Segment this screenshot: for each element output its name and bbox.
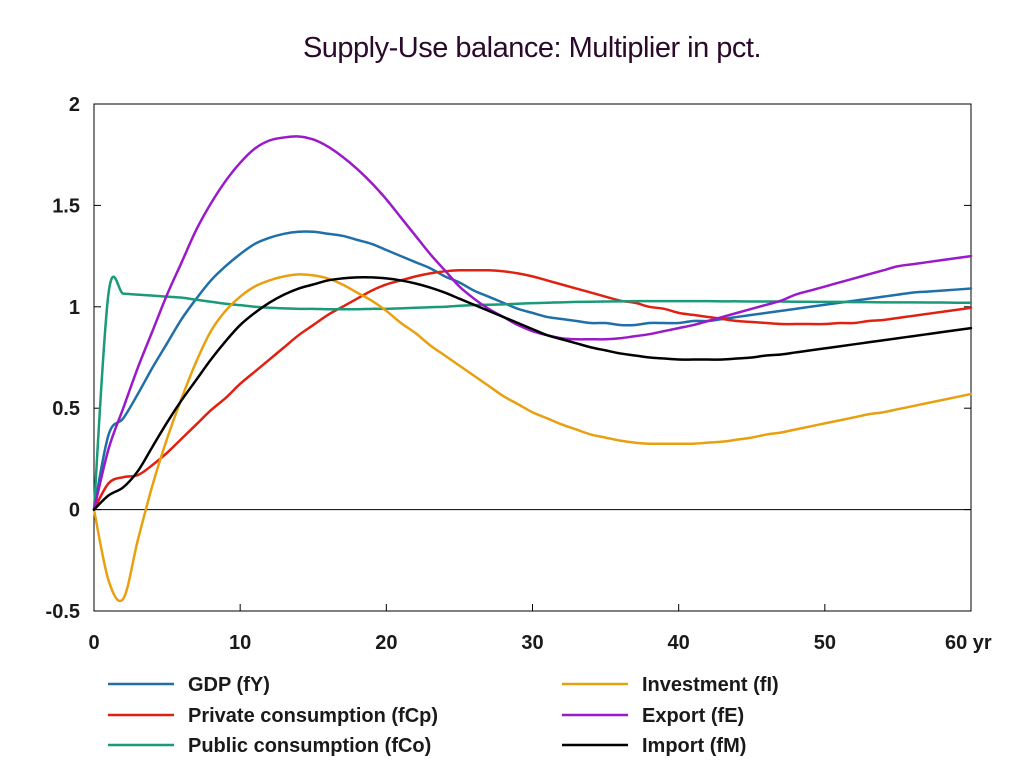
x-tick-label: 20 xyxy=(375,632,397,654)
legend-label: GDP (fY) xyxy=(188,674,270,696)
chart-title: Supply-Use balance: Multiplier in pct. xyxy=(302,32,762,64)
series-line-1 xyxy=(92,268,973,511)
y-tick-label: 2 xyxy=(69,94,80,116)
y-tick-label: -0.5 xyxy=(46,601,80,623)
series-line-3 xyxy=(92,273,973,603)
x-tick-label: 40 xyxy=(668,632,690,654)
legend: GDP (fY) Investment (fI) Private consumpti… xyxy=(108,674,779,757)
legend-label: Import (fM) xyxy=(642,735,746,757)
legend-label: Export (fE) xyxy=(642,705,744,727)
y-tick-label: 1.5 xyxy=(52,195,80,217)
legend-label: Private consumption (fCp) xyxy=(188,705,438,727)
y-tick-label: 0 xyxy=(69,500,80,522)
x-tick-label: 60 yr xyxy=(945,632,992,654)
legend-label: Public consumption (fCo) xyxy=(188,735,431,757)
series-line-2 xyxy=(92,275,973,511)
x-tick-label: 0 xyxy=(88,632,99,654)
series-line-5 xyxy=(92,276,973,511)
legend-label: Investment (fI) xyxy=(642,674,779,696)
tick-labels: -0.500.511.520 10 20 30 40 50 60 yr xyxy=(46,94,992,654)
series-line-0 xyxy=(92,230,973,511)
x-tick-label: 10 xyxy=(229,632,251,654)
x-tick-label: 30 xyxy=(521,632,543,654)
series-line-4 xyxy=(92,135,973,511)
x-tick-label: 50 xyxy=(814,632,836,654)
series-lines xyxy=(92,135,973,603)
y-tick-label: 0.5 xyxy=(52,398,80,420)
y-tick-label: 1 xyxy=(69,297,80,319)
